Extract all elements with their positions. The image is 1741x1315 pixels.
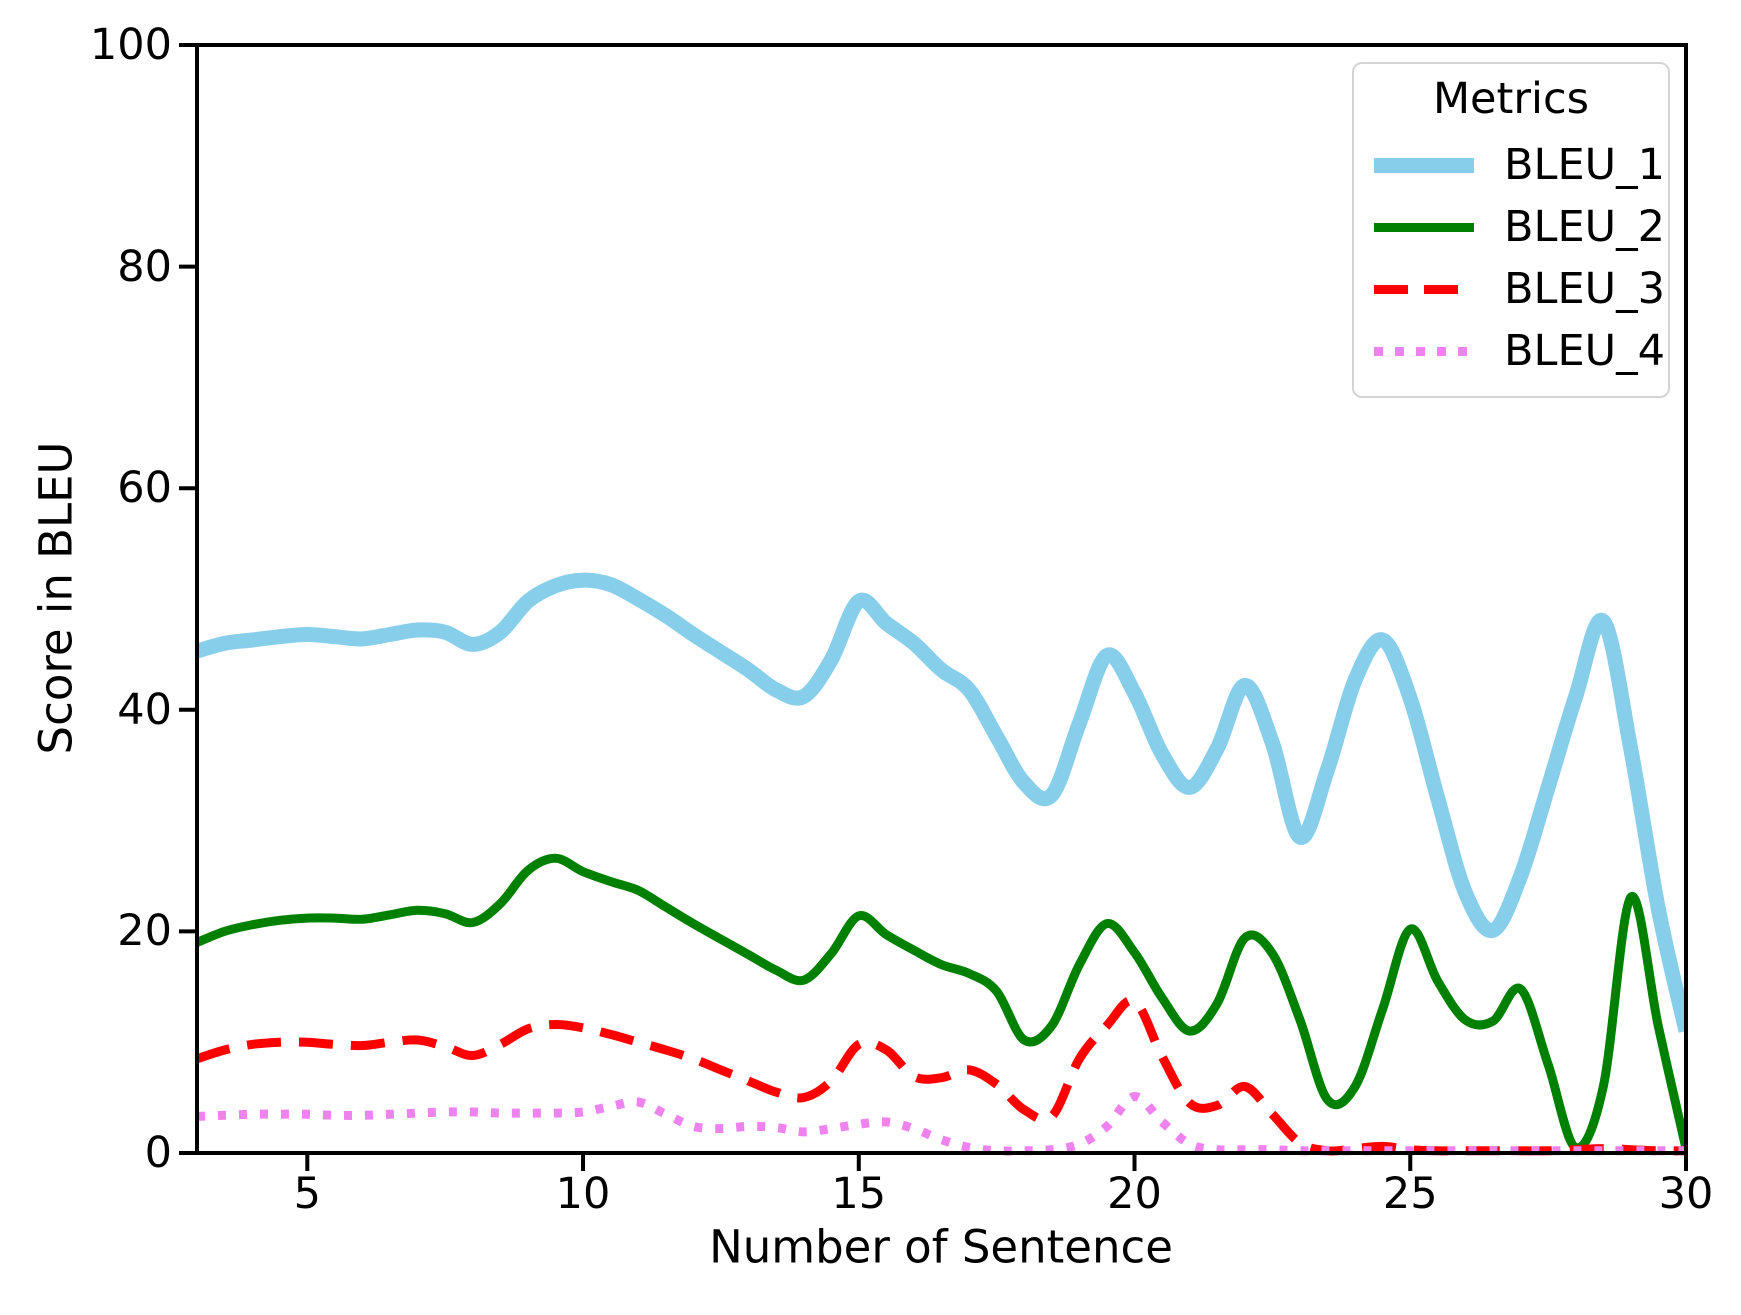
plot-frame — [195, 43, 1688, 1155]
y-tick-label-0: 0 — [144, 1128, 172, 1178]
x-tick-label-20: 20 — [1107, 1169, 1162, 1219]
series-line-BLEU_4 — [197, 1092, 1686, 1156]
legend-entry-bleu2: BLEU_2 — [1354, 196, 1668, 258]
legend-entry-label: BLEU_1 — [1504, 140, 1665, 190]
x-tick-label-30: 30 — [1658, 1169, 1714, 1219]
legend-entry-bleu1: BLEU_1 — [1354, 134, 1668, 196]
legend-entry-label: BLEU_4 — [1504, 326, 1665, 376]
bleu2-line-swatch — [1374, 222, 1474, 232]
y-tick-label-80: 80 — [117, 241, 172, 292]
x-tick-label-25: 25 — [1382, 1169, 1438, 1219]
x-tick-label-10: 10 — [555, 1169, 611, 1219]
legend-entry-bleu3: BLEU_3 — [1354, 258, 1668, 320]
y-tick-label-20: 20 — [117, 906, 172, 957]
legend-title: Metrics — [1432, 74, 1590, 124]
series-lines — [197, 572, 1686, 1156]
bleu4-line-swatch — [1374, 346, 1474, 356]
legend-box: Metrics BLEU_1 BLEU_2 BLEU_3 BLEU_4 — [1352, 62, 1670, 398]
x-tick-label-5: 5 — [293, 1169, 321, 1219]
legend-entry-label: BLEU_2 — [1504, 202, 1665, 252]
y-tick-label-40: 40 — [117, 684, 172, 735]
x-tick-label-15: 15 — [831, 1169, 887, 1219]
bleu1-line-swatch — [1374, 157, 1474, 173]
y-tick-label-100: 100 — [89, 20, 172, 70]
legend-entry-label: BLEU_3 — [1504, 264, 1665, 314]
legend-entry-bleu4: BLEU_4 — [1354, 320, 1668, 382]
series-line-BLEU_1 — [197, 572, 1686, 1033]
series-line-BLEU_2 — [197, 853, 1686, 1153]
series-line-BLEU_3 — [197, 995, 1686, 1156]
y-tick-label-60: 60 — [117, 463, 172, 514]
bleu3-line-swatch — [1374, 284, 1474, 294]
x-axis-label: Number of Sentence — [709, 1220, 1173, 1274]
